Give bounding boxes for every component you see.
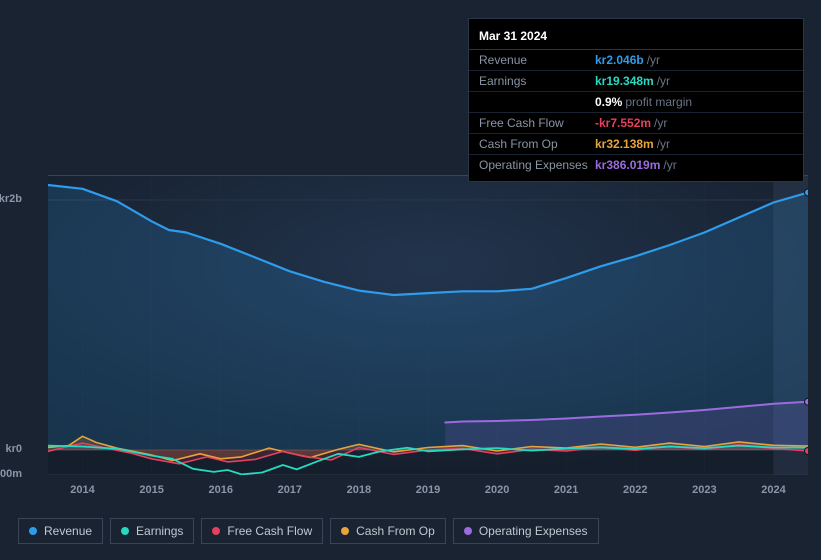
legend-item-revenue[interactable]: Revenue: [18, 518, 103, 544]
x-axis-label: 2014: [70, 484, 94, 496]
tooltip-metric-label: Operating Expenses: [479, 158, 595, 172]
y-axis-label: -kr200m: [0, 468, 22, 480]
legend-swatch-icon: [29, 527, 37, 535]
x-axis-label: 2022: [623, 484, 647, 496]
legend-swatch-icon: [212, 527, 220, 535]
legend-item-operating-expenses[interactable]: Operating Expenses: [453, 518, 599, 544]
x-axis-label: 2018: [347, 484, 371, 496]
y-axis-label: kr0: [0, 443, 22, 455]
legend-item-cash-from-op[interactable]: Cash From Op: [330, 518, 446, 544]
legend-swatch-icon: [121, 527, 129, 535]
tooltip-metric-label: Cash From Op: [479, 137, 595, 151]
tooltip-row: Operating Expenseskr386.019m/yr: [469, 155, 803, 175]
tooltip-metric-value: 0.9%: [595, 95, 622, 109]
tooltip-metric-suffix: /yr: [657, 137, 670, 151]
chart-tooltip: Mar 31 2024 Revenuekr2.046b/yrEarningskr…: [468, 18, 804, 182]
tooltip-metric-label: Revenue: [479, 53, 595, 67]
legend-label: Earnings: [136, 524, 183, 538]
x-axis-label: 2015: [139, 484, 163, 496]
legend-label: Operating Expenses: [479, 524, 588, 538]
x-axis-label: 2017: [278, 484, 302, 496]
financials-chart[interactable]: kr2bkr0-kr200m: [18, 160, 808, 480]
tooltip-metric-value: kr2.046b: [595, 53, 644, 67]
tooltip-metric-label: Earnings: [479, 74, 595, 88]
tooltip-metric-label: Free Cash Flow: [479, 116, 595, 130]
tooltip-row: Free Cash Flow-kr7.552m/yr: [469, 113, 803, 134]
legend-label: Free Cash Flow: [227, 524, 312, 538]
chart-legend: Revenue Earnings Free Cash Flow Cash From O…: [18, 518, 599, 544]
legend-swatch-icon: [341, 527, 349, 535]
legend-swatch-icon: [464, 527, 472, 535]
tooltip-metric-value: -kr7.552m: [595, 116, 651, 130]
tooltip-row: 0.9%profit margin: [469, 92, 803, 113]
tooltip-metric-value: kr32.138m: [595, 137, 654, 151]
tooltip-metric-suffix: profit margin: [625, 95, 692, 109]
x-axis-label: 2024: [761, 484, 785, 496]
tooltip-row: Cash From Opkr32.138m/yr: [469, 134, 803, 155]
legend-label: Cash From Op: [356, 524, 435, 538]
tooltip-metric-suffix: /yr: [647, 53, 660, 67]
tooltip-row: Earningskr19.348m/yr: [469, 71, 803, 92]
x-axis-label: 2019: [416, 484, 440, 496]
tooltip-metric-suffix: /yr: [654, 116, 667, 130]
x-axis-label: 2020: [485, 484, 509, 496]
chart-plot-area[interactable]: [48, 175, 808, 475]
tooltip-date: Mar 31 2024: [469, 25, 803, 50]
chart-svg: [48, 175, 808, 475]
tooltip-row: Revenuekr2.046b/yr: [469, 50, 803, 71]
legend-item-free-cash-flow[interactable]: Free Cash Flow: [201, 518, 323, 544]
legend-item-earnings[interactable]: Earnings: [110, 518, 194, 544]
x-axis-label: 2021: [554, 484, 578, 496]
tooltip-metric-suffix: /yr: [657, 74, 670, 88]
legend-label: Revenue: [44, 524, 92, 538]
tooltip-metric-label: [479, 95, 595, 109]
x-axis-label: 2016: [208, 484, 232, 496]
tooltip-metric-value: kr386.019m: [595, 158, 660, 172]
x-axis-label: 2023: [692, 484, 716, 496]
tooltip-metric-suffix: /yr: [663, 158, 676, 172]
y-axis-label: kr2b: [0, 193, 22, 205]
tooltip-metric-value: kr19.348m: [595, 74, 654, 88]
